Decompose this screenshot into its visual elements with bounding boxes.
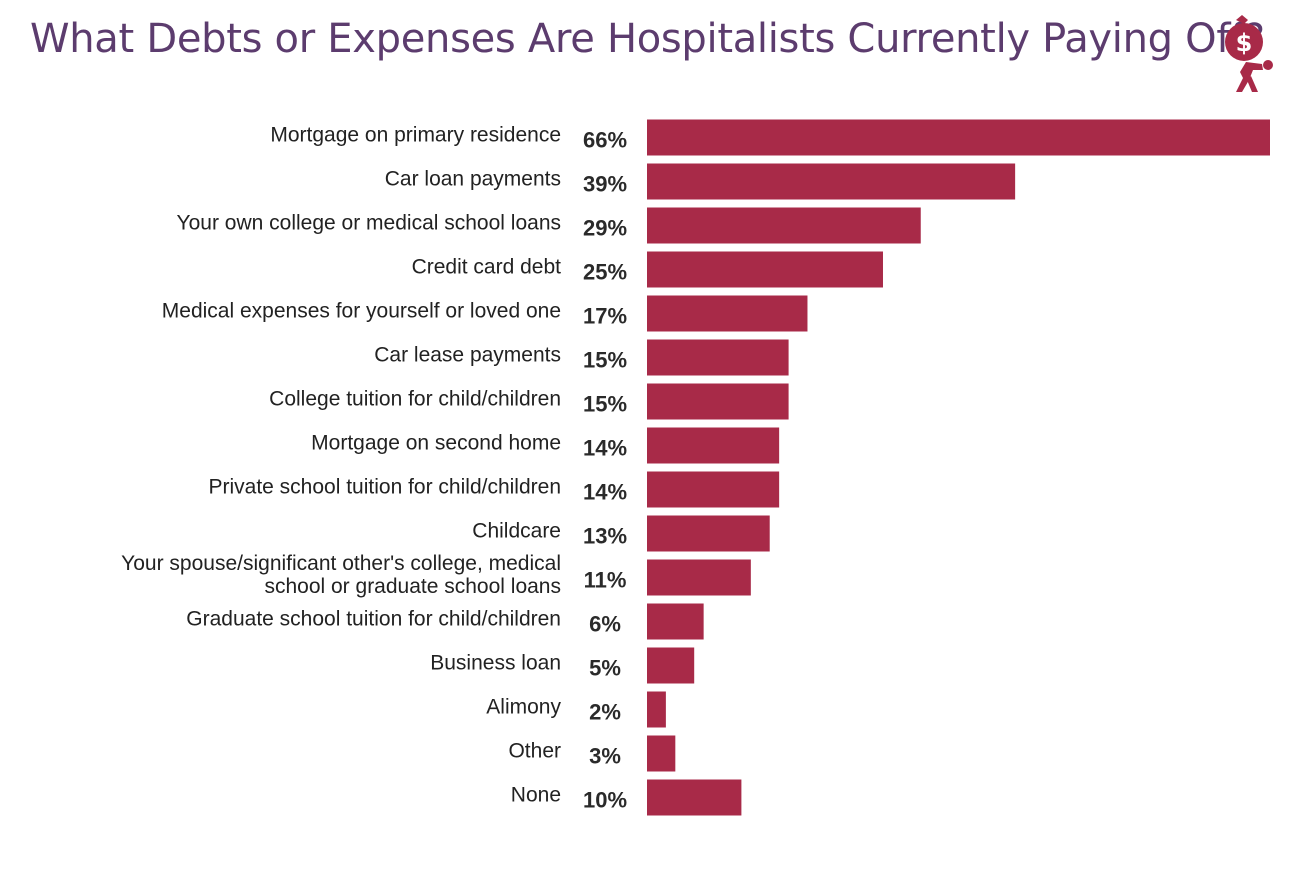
value-label: 14% xyxy=(583,480,627,505)
bar xyxy=(647,295,808,332)
value-label: 10% xyxy=(583,788,627,813)
value-label: 15% xyxy=(583,392,627,417)
bar xyxy=(647,647,695,684)
category-label: Business loan xyxy=(430,652,561,675)
money-bag-carrier-icon: $ xyxy=(1225,15,1273,92)
value-label: 29% xyxy=(583,216,627,241)
bar xyxy=(647,119,1270,156)
category-label: Mortgage on second home xyxy=(311,432,561,455)
category-label: Car loan payments xyxy=(385,168,561,191)
value-label: 2% xyxy=(589,700,621,725)
logo-dollar-symbol: $ xyxy=(1236,29,1253,57)
bar xyxy=(647,427,780,464)
bar xyxy=(647,471,780,508)
bar xyxy=(647,691,666,728)
category-label: school or graduate school loans xyxy=(264,575,561,598)
value-label: 3% xyxy=(589,744,621,769)
category-label: Car lease payments xyxy=(374,344,561,367)
bar xyxy=(647,603,704,640)
bar xyxy=(647,163,1016,200)
bar xyxy=(647,251,883,288)
category-label: Mortgage on primary residence xyxy=(270,124,561,147)
bar xyxy=(647,515,770,552)
value-label: 39% xyxy=(583,172,627,197)
bar xyxy=(647,383,789,420)
category-label: Graduate school tuition for child/childr… xyxy=(186,608,561,631)
value-label: 17% xyxy=(583,304,627,329)
value-label: 14% xyxy=(583,436,627,461)
bar xyxy=(647,339,789,376)
category-label: Alimony xyxy=(486,696,561,719)
category-label: Private school tuition for child/childre… xyxy=(208,476,561,499)
value-label: 15% xyxy=(583,348,627,373)
value-label: 66% xyxy=(583,128,627,153)
chart-title: What Debts or Expenses Are Hospitalists … xyxy=(30,16,1265,62)
category-label: Medical expenses for yourself or loved o… xyxy=(162,300,561,323)
bar xyxy=(647,559,751,596)
category-label: Your spouse/significant other's college,… xyxy=(121,552,561,575)
category-label: None xyxy=(511,784,561,807)
category-label: Other xyxy=(508,740,561,763)
category-label: Your own college or medical school loans xyxy=(177,212,561,235)
bar xyxy=(647,207,921,244)
value-label: 13% xyxy=(583,524,627,549)
category-label: Childcare xyxy=(472,520,561,543)
category-label: College tuition for child/children xyxy=(269,388,561,411)
value-label: 25% xyxy=(583,260,627,285)
bar xyxy=(647,735,676,772)
bar xyxy=(647,779,742,816)
value-label: 5% xyxy=(589,656,621,681)
value-label: 11% xyxy=(584,568,627,593)
category-label: Credit card debt xyxy=(412,256,562,279)
value-label: 6% xyxy=(589,612,621,637)
